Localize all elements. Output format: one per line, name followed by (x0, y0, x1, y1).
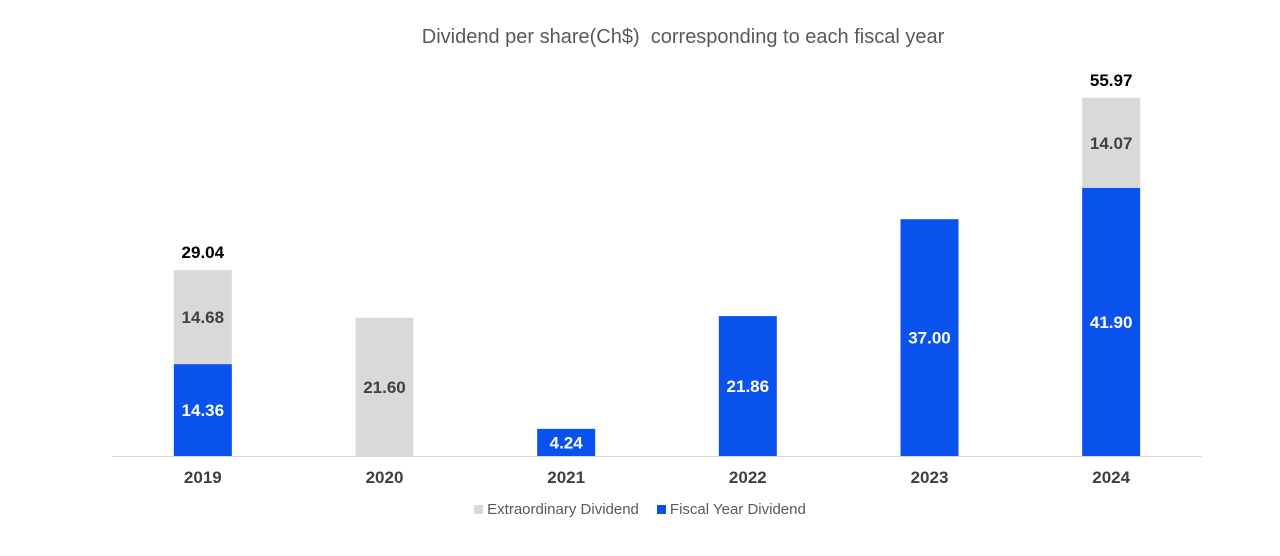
data-label-fiscal-2022: 21.86 (727, 377, 770, 396)
legend-label-extraordinary: Extraordinary Dividend (487, 501, 639, 518)
bar-fiscal-2021 (537, 428, 596, 456)
data-label-extraordinary-2019: 14.68 (182, 308, 225, 327)
bar-extraordinary-2020 (355, 317, 414, 456)
legend: Extraordinary Dividend Fiscal Year Divid… (0, 501, 1280, 518)
bar-extraordinary-2019 (173, 270, 232, 365)
x-tick-label-2023: 2023 (911, 468, 949, 487)
legend-label-fiscal: Fiscal Year Dividend (669, 501, 806, 518)
bar-fiscal-2019 (173, 364, 232, 456)
legend-item-extraordinary: Extraordinary Dividend (474, 501, 639, 518)
bar-extraordinary-2024 (1082, 97, 1141, 188)
data-label-extraordinary-2020: 21.60 (363, 378, 406, 397)
bar-fiscal-2022 (718, 316, 777, 456)
x-tick-label-2019: 2019 (184, 468, 222, 487)
data-label-fiscal-2024: 41.90 (1090, 313, 1133, 332)
legend-swatch-extraordinary (474, 505, 484, 514)
total-label-2024: 55.97 (1090, 71, 1133, 90)
data-label-fiscal-2021: 4.24 (550, 433, 584, 452)
x-tick-label-2021: 2021 (547, 468, 585, 487)
legend-item-fiscal: Fiscal Year Dividend (656, 501, 806, 518)
chart-title: Dividend per share(Ch$) corresponding to… (421, 26, 945, 48)
total-label-2019: 29.04 (182, 243, 225, 262)
data-label-extraordinary-2024: 14.07 (1090, 134, 1133, 153)
bar-fiscal-2023 (900, 219, 959, 456)
x-tick-label-2024: 2024 (1092, 468, 1130, 487)
legend-swatch-fiscal (656, 505, 666, 514)
x-tick-label-2022: 2022 (729, 468, 767, 487)
bar-fiscal-2024 (1082, 187, 1141, 456)
data-label-fiscal-2019: 14.36 (182, 401, 225, 420)
data-label-fiscal-2023: 37.00 (908, 329, 951, 348)
x-tick-label-2020: 2020 (366, 468, 404, 487)
